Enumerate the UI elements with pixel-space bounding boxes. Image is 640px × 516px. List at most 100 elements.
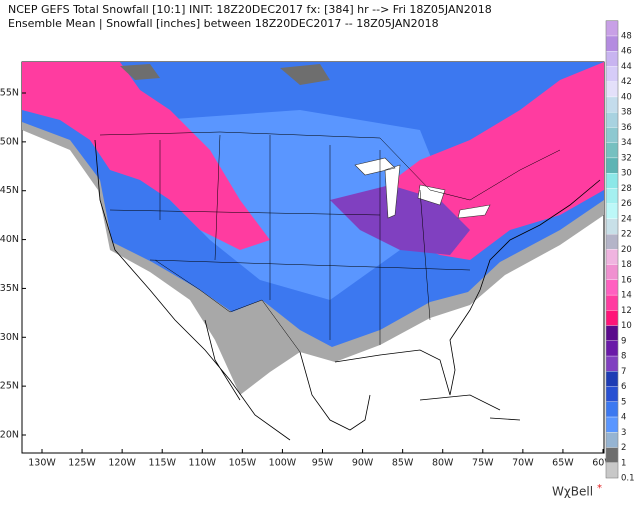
colorbar-swatch bbox=[605, 371, 619, 387]
latitude-labels: 55N 50N 45N 40N 35N 30N 25N 20N bbox=[0, 88, 26, 441]
snow-light-blue bbox=[160, 110, 440, 300]
colorbar-swatch bbox=[605, 20, 619, 37]
latitude-label: 55N bbox=[0, 88, 19, 99]
colorbar-swatch bbox=[605, 447, 619, 463]
borders bbox=[99, 131, 561, 353]
snow-pink-northwest bbox=[22, 62, 270, 250]
colorbar-label: 10 bbox=[621, 321, 632, 331]
colorbar-label: 7 bbox=[621, 367, 626, 377]
colorbar-swatch bbox=[605, 203, 619, 220]
longitude-label: 100W bbox=[269, 458, 297, 469]
colorbar-swatch bbox=[605, 218, 619, 235]
longitude-label: 65W bbox=[552, 458, 574, 469]
colorbar-swatch bbox=[605, 401, 619, 418]
longitude-label: 120W bbox=[108, 458, 136, 469]
colorbar-swatch bbox=[605, 112, 619, 128]
colorbar-label: 42 bbox=[621, 77, 632, 87]
colorbar-label: 22 bbox=[621, 230, 632, 240]
logo-star: * bbox=[597, 483, 602, 494]
colorbar-label: 36 bbox=[621, 123, 632, 133]
colorbar-label: 16 bbox=[621, 275, 632, 285]
colorbar-swatch bbox=[605, 310, 619, 326]
colorbar-swatch bbox=[605, 432, 619, 448]
colorbar-label: 12 bbox=[621, 306, 632, 316]
longitude-label: 70W bbox=[512, 458, 534, 469]
colorbar-label: 14 bbox=[621, 291, 632, 301]
colorbar-label: 0.1 bbox=[621, 474, 635, 484]
longitude-label: 115W bbox=[148, 458, 176, 469]
colorbar-swatch bbox=[605, 233, 619, 250]
longitude-label: 105W bbox=[229, 458, 257, 469]
lake-white bbox=[354, 157, 491, 219]
coastlines bbox=[94, 139, 601, 441]
colorbar-label: 9 bbox=[621, 336, 626, 346]
colorbar-swatch bbox=[605, 188, 619, 204]
colorbar-label: 40 bbox=[621, 92, 632, 102]
colorbar-swatch bbox=[605, 66, 619, 82]
latitude-label: 25N bbox=[0, 381, 19, 392]
colorbar-swatch bbox=[605, 294, 619, 311]
colorbar-label: 38 bbox=[621, 108, 632, 118]
colorbar-label: 5 bbox=[621, 397, 626, 407]
logo: WχBell bbox=[552, 485, 593, 499]
colorbar-swatch bbox=[605, 325, 619, 341]
latitude-label: 20N bbox=[0, 430, 19, 441]
colorbar-label: 6 bbox=[621, 382, 626, 392]
colorbar-label: 32 bbox=[621, 153, 632, 163]
colorbar-frame bbox=[605, 20, 619, 479]
colorbar-swatch bbox=[605, 81, 619, 98]
colorbar-label: 28 bbox=[621, 184, 632, 194]
title-line-2: Ensemble Mean | Snowfall [inches] betwee… bbox=[8, 17, 439, 30]
colorbar-label: 4 bbox=[621, 413, 626, 423]
colorbar-swatch bbox=[605, 279, 619, 296]
longitude-label: 95W bbox=[312, 458, 334, 469]
latitude-label: 50N bbox=[0, 136, 19, 147]
longitude-label: 75W bbox=[472, 458, 494, 469]
colorbar-swatch bbox=[605, 416, 619, 433]
colorbar-swatch bbox=[605, 355, 619, 372]
colorbar-swatch bbox=[605, 96, 619, 113]
colorbar-swatch bbox=[605, 127, 619, 143]
snow-gray-canada bbox=[120, 64, 330, 85]
title-line-1: NCEP GEFS Total Snowfall [10:1] INIT: 18… bbox=[8, 3, 492, 16]
colorbar-swatch bbox=[605, 142, 619, 159]
colorbar-label: 48 bbox=[621, 32, 632, 42]
longitude-label: 80W bbox=[432, 458, 454, 469]
map-area bbox=[21, 61, 605, 454]
colorbar-label: 34 bbox=[621, 138, 632, 148]
colorbar-label: 2 bbox=[621, 443, 626, 453]
longitude-label: 130W bbox=[28, 458, 56, 469]
latitude-label: 45N bbox=[0, 185, 19, 196]
latitude-label: 35N bbox=[0, 283, 19, 294]
longitude-label: 85W bbox=[392, 458, 414, 469]
longitude-label: 60W bbox=[592, 458, 614, 469]
colorbar-swatch bbox=[605, 386, 619, 402]
colorbar-label: 18 bbox=[621, 260, 632, 270]
colorbar-label: 26 bbox=[621, 199, 632, 209]
colorbar-label: 20 bbox=[621, 245, 632, 255]
colorbar-label: 46 bbox=[621, 47, 632, 57]
colorbar-swatch bbox=[605, 35, 619, 52]
colorbar-label: 3 bbox=[621, 428, 626, 438]
colorbar-label: 44 bbox=[621, 62, 632, 72]
colorbar: 4846444240383634323028262422201816141210… bbox=[605, 20, 635, 484]
colorbar-label: 8 bbox=[621, 352, 626, 362]
colorbar-swatch bbox=[605, 462, 619, 479]
colorbar-label: 1 bbox=[621, 458, 626, 468]
colorbar-label: 30 bbox=[621, 169, 632, 179]
longitude-labels: 130W 125W 120W 115W 110W 105W 100W 95W 90W 85W 80W… bbox=[28, 449, 614, 469]
colorbar-swatch bbox=[605, 264, 619, 281]
colorbar-swatch bbox=[605, 173, 619, 189]
longitude-label: 110W bbox=[189, 458, 217, 469]
colorbar-label: 24 bbox=[621, 214, 632, 224]
colorbar-swatch bbox=[605, 340, 619, 357]
longitude-label: 90W bbox=[352, 458, 374, 469]
latitude-label: 40N bbox=[0, 234, 19, 245]
latitude-label: 30N bbox=[0, 332, 19, 343]
colorbar-swatch bbox=[605, 51, 619, 67]
longitude-label: 125W bbox=[68, 458, 96, 469]
colorbar-swatch bbox=[605, 249, 619, 265]
colorbar-swatch bbox=[605, 157, 619, 174]
